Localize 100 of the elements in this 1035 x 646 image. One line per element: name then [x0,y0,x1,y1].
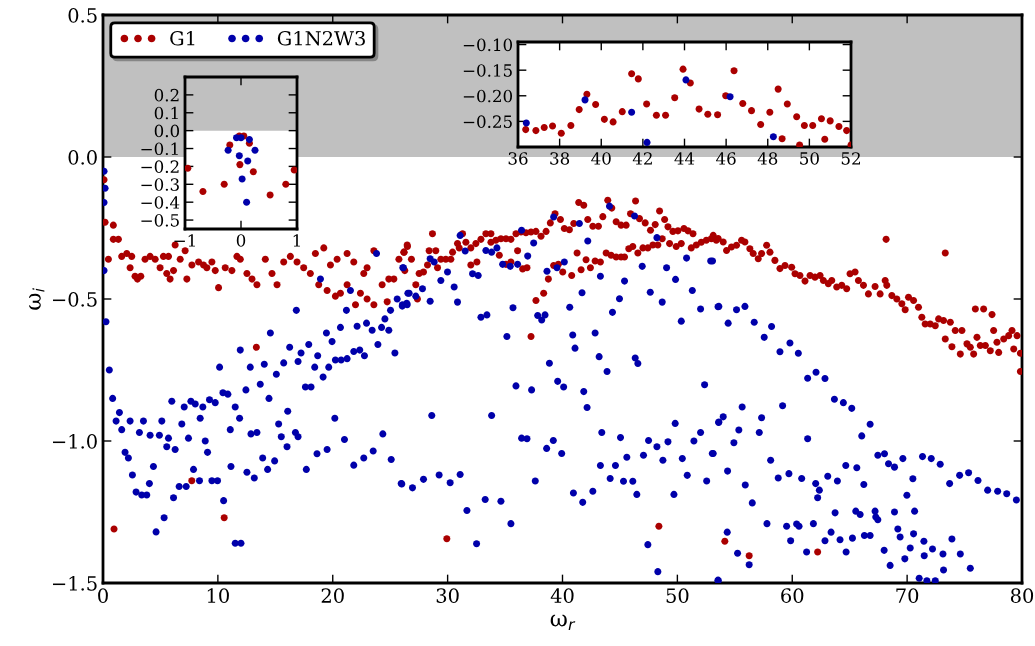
point [769,133,777,141]
point [243,198,251,206]
point [783,100,791,108]
x-tick-label: 40 [591,152,611,165]
point [618,108,626,116]
point [826,117,834,125]
point [643,138,651,146]
x-tick-label: 1 [293,234,300,247]
point [671,94,679,102]
x-tick-label: 0 [98,588,108,603]
point [600,115,608,123]
point [522,126,530,134]
x-tick-label: 42 [632,152,652,165]
y-tick-label: 0.2 [154,88,179,102]
point [251,146,259,154]
point [809,121,817,130]
point [821,135,829,143]
x-tick-label: 48 [757,152,778,165]
point [236,161,244,169]
x-tick-label: 50 [800,152,819,165]
point [793,113,801,121]
y-axis-title: ω$_{i}$ [29,288,45,310]
point [249,168,257,176]
point [575,106,583,114]
x-tick-label: 0 [236,234,246,247]
point [244,157,252,165]
point [726,93,734,101]
point [704,110,712,118]
point [757,120,765,128]
point [609,118,617,126]
point [730,67,738,75]
y-tick-label: −0.2 [141,160,179,173]
point [774,85,782,93]
x-tick-label: 52 [841,152,860,165]
y-tick-label: −0.5 [141,214,179,227]
x-axis-title: ω$_{r}$ [550,614,576,630]
x-tick-label: 40 [550,588,574,603]
y-tick-label: −0.1 [141,142,178,156]
point [835,122,843,131]
point [739,99,747,107]
point [695,105,703,113]
y-tick-label: −0.15 [463,64,512,77]
y-tick-label: 0.1 [154,106,178,120]
x-tick-label: −1 [174,234,195,247]
point [557,129,565,137]
y-tick-label: −0.5 [52,291,97,307]
point [628,70,636,78]
point [522,119,530,127]
point [682,76,690,84]
x-tick-label: 46 [716,152,736,165]
y-tick-label: 0.0 [68,149,97,165]
x-tick-label: 36 [508,152,528,165]
y-tick-label: −0.20 [463,89,513,103]
x-tick-label: 50 [666,588,689,603]
point [581,96,589,104]
point [185,164,192,172]
point [643,100,651,108]
point [662,111,670,119]
point [266,191,274,199]
y-tick-label: −1.5 [52,575,97,591]
point [220,180,228,188]
x-tick-label: 44 [674,152,695,165]
x-tick-label: 30 [436,588,459,603]
y-tick-label: −0.3 [141,178,179,191]
x-tick-label: 80 [1010,588,1034,603]
y-tick-label: 0.5 [68,7,97,23]
point [652,111,660,119]
point [843,127,851,135]
point [778,135,786,143]
point [532,127,540,135]
point [747,107,756,115]
point [235,152,243,160]
point [817,115,825,123]
point [714,111,722,119]
point [679,65,687,73]
x-tick-label: 20 [321,588,344,603]
x-tick-label: 10 [207,588,229,603]
x-tick-label: 70 [896,588,919,603]
y-tick-label: −0.4 [141,196,180,209]
point [238,175,246,183]
x-tick-label: 38 [550,152,570,165]
point [800,121,808,130]
y-tick-label: 0.0 [154,124,180,138]
point [540,124,548,132]
point [634,75,642,83]
point [282,180,290,188]
point [567,121,575,130]
point [549,122,557,130]
point [592,100,600,109]
point [766,108,774,116]
y-tick-label: −1.0 [52,433,97,449]
legend-label: G1 [170,30,195,46]
point [199,187,207,195]
x-tick-label: 60 [781,588,804,603]
point [290,166,297,174]
point [628,108,636,116]
legend-label: G1N2W3 [277,30,365,46]
y-tick-label: −0.10 [463,38,513,52]
y-tick-label: −0.25 [463,115,512,128]
point [224,146,232,154]
